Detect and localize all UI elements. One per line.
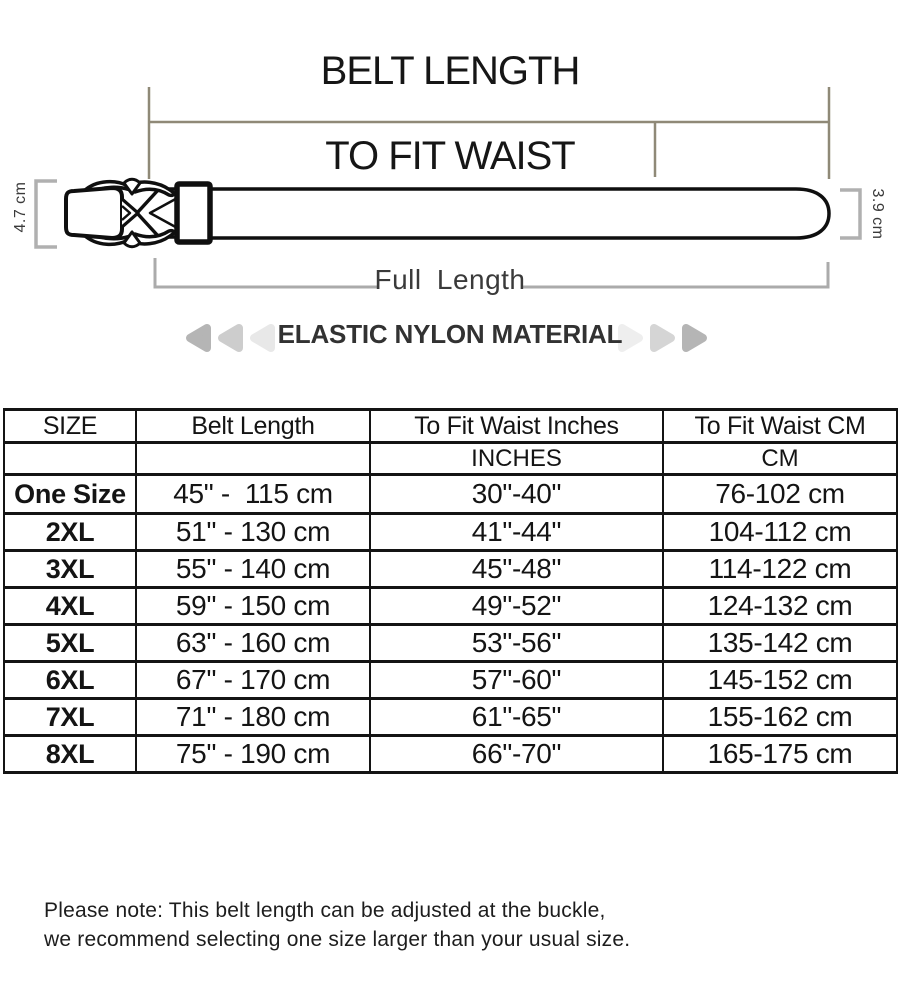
full-length-connectors bbox=[153, 258, 830, 289]
note-line-2: we recommend selecting one size larger t… bbox=[44, 928, 631, 951]
size-cell: 7XL bbox=[3, 697, 137, 737]
buckle-height-bracket bbox=[34, 179, 57, 249]
buckle-height-label: 4.7 cm bbox=[12, 181, 29, 233]
dimension-lines bbox=[147, 87, 831, 179]
full-length-label: Full Length bbox=[374, 264, 526, 295]
table-row: 4XL 59" - 150 cm 49"-52" 124-132 cm bbox=[3, 586, 898, 626]
belt-length-title: BELT LENGTH bbox=[320, 49, 581, 93]
belt-keeper-slider bbox=[174, 181, 213, 245]
belt-length-cell: 55" - 140 cm bbox=[135, 549, 371, 589]
waist-cm-cell: 135-142 cm bbox=[662, 623, 898, 663]
triangle-right-icon bbox=[682, 324, 707, 352]
table-row: 8XL 75" - 190 cm 66"-70" 165-175 cm bbox=[3, 734, 898, 774]
triangle-left-icon bbox=[186, 324, 211, 352]
unit-empty bbox=[3, 441, 137, 476]
table-row: 2XL 51" - 130 cm 41"-44" 104-112 cm bbox=[3, 512, 898, 552]
table-row: 3XL 55" - 140 cm 45"-48" 114-122 cm bbox=[3, 549, 898, 589]
full-length-left-line bbox=[153, 258, 377, 289]
buckle-body bbox=[64, 186, 124, 240]
waist-inches-cell: 41"-44" bbox=[369, 512, 664, 552]
material-banner-text: ELASTIC NYLON MATERIAL bbox=[277, 319, 623, 349]
triangle-right-icon bbox=[650, 324, 675, 352]
triangle-left-icon bbox=[250, 324, 275, 352]
header-waist-inches: To Fit Waist Inches bbox=[369, 408, 664, 444]
table-row: 7XL 71" - 180 cm 61"-65" 155-162 cm bbox=[3, 697, 898, 737]
full-length-right-line bbox=[523, 262, 830, 289]
unit-empty bbox=[135, 441, 371, 476]
waist-inches-cell: 45"-48" bbox=[369, 549, 664, 589]
waist-inches-cell: 53"-56" bbox=[369, 623, 664, 663]
size-cell: One Size bbox=[3, 473, 137, 515]
waist-inches-cell: 66"-70" bbox=[369, 734, 664, 774]
waist-cm-cell: 145-152 cm bbox=[662, 660, 898, 700]
header-belt-length: Belt Length bbox=[135, 408, 371, 444]
size-cell: 4XL bbox=[3, 586, 137, 626]
size-cell: 8XL bbox=[3, 734, 137, 774]
belt-illustration bbox=[64, 177, 831, 249]
table-unit-row: INCHES CM bbox=[3, 441, 898, 476]
waist-cm-cell: 155-162 cm bbox=[662, 697, 898, 737]
left-triangles-icon bbox=[186, 324, 275, 352]
belt-length-cell: 67" - 170 cm bbox=[135, 660, 371, 700]
waist-cm-cell: 114-122 cm bbox=[662, 549, 898, 589]
size-cell: 5XL bbox=[3, 623, 137, 663]
buckle-shield-chevron bbox=[148, 194, 182, 232]
triangle-left-icon bbox=[218, 324, 243, 352]
table-header-row: SIZE Belt Length To Fit Waist Inches To … bbox=[3, 408, 898, 444]
buckle-fork-inner bbox=[121, 205, 132, 221]
note-line-1: Please note: This belt length can be adj… bbox=[44, 899, 606, 922]
waist-inches-cell: 49"-52" bbox=[369, 586, 664, 626]
belt-length-cell: 75" - 190 cm bbox=[135, 734, 371, 774]
waist-cm-cell: 76-102 cm bbox=[662, 473, 898, 515]
table-row: 5XL 63" - 160 cm 53"-56" 135-142 cm bbox=[3, 623, 898, 663]
waist-inches-cell: 61"-65" bbox=[369, 697, 664, 737]
unit-cm: CM bbox=[662, 441, 898, 476]
measure-brackets bbox=[34, 179, 862, 249]
size-cell: 3XL bbox=[3, 549, 137, 589]
buckle-top-tab bbox=[122, 177, 142, 196]
strap-height-bracket bbox=[840, 188, 862, 240]
buckle-bottom-tab bbox=[122, 230, 142, 249]
right-triangles-icon bbox=[618, 324, 707, 352]
belt-length-cell: 63" - 160 cm bbox=[135, 623, 371, 663]
size-cell: 6XL bbox=[3, 660, 137, 700]
size-note: Please note: This belt length can be adj… bbox=[44, 896, 630, 954]
header-waist-cm: To Fit Waist CM bbox=[662, 408, 898, 444]
unit-inches: INCHES bbox=[369, 441, 664, 476]
belt-strap bbox=[207, 187, 831, 240]
size-cell: 2XL bbox=[3, 512, 137, 552]
to-fit-waist-label: TO FIT WAIST bbox=[325, 134, 575, 178]
size-table: SIZE Belt Length To Fit Waist Inches To … bbox=[3, 408, 898, 774]
belt-length-cell: 71" - 180 cm bbox=[135, 697, 371, 737]
waist-cm-cell: 124-132 cm bbox=[662, 586, 898, 626]
table-row: One Size 45" - 115 cm 30"-40" 76-102 cm bbox=[3, 473, 898, 515]
waist-cm-cell: 165-175 cm bbox=[662, 734, 898, 774]
table-row: 6XL 67" - 170 cm 57"-60" 145-152 cm bbox=[3, 660, 898, 700]
belt-length-cell: 59" - 150 cm bbox=[135, 586, 371, 626]
belt-length-cell: 51" - 130 cm bbox=[135, 512, 371, 552]
strap-height-label: 3.9 cm bbox=[869, 188, 886, 240]
triangle-right-icon bbox=[618, 324, 643, 352]
waist-inches-cell: 57"-60" bbox=[369, 660, 664, 700]
header-size: SIZE bbox=[3, 408, 137, 444]
waist-cm-cell: 104-112 cm bbox=[662, 512, 898, 552]
waist-inches-cell: 30"-40" bbox=[369, 473, 664, 515]
belt-length-cell: 45" - 115 cm bbox=[135, 473, 371, 515]
